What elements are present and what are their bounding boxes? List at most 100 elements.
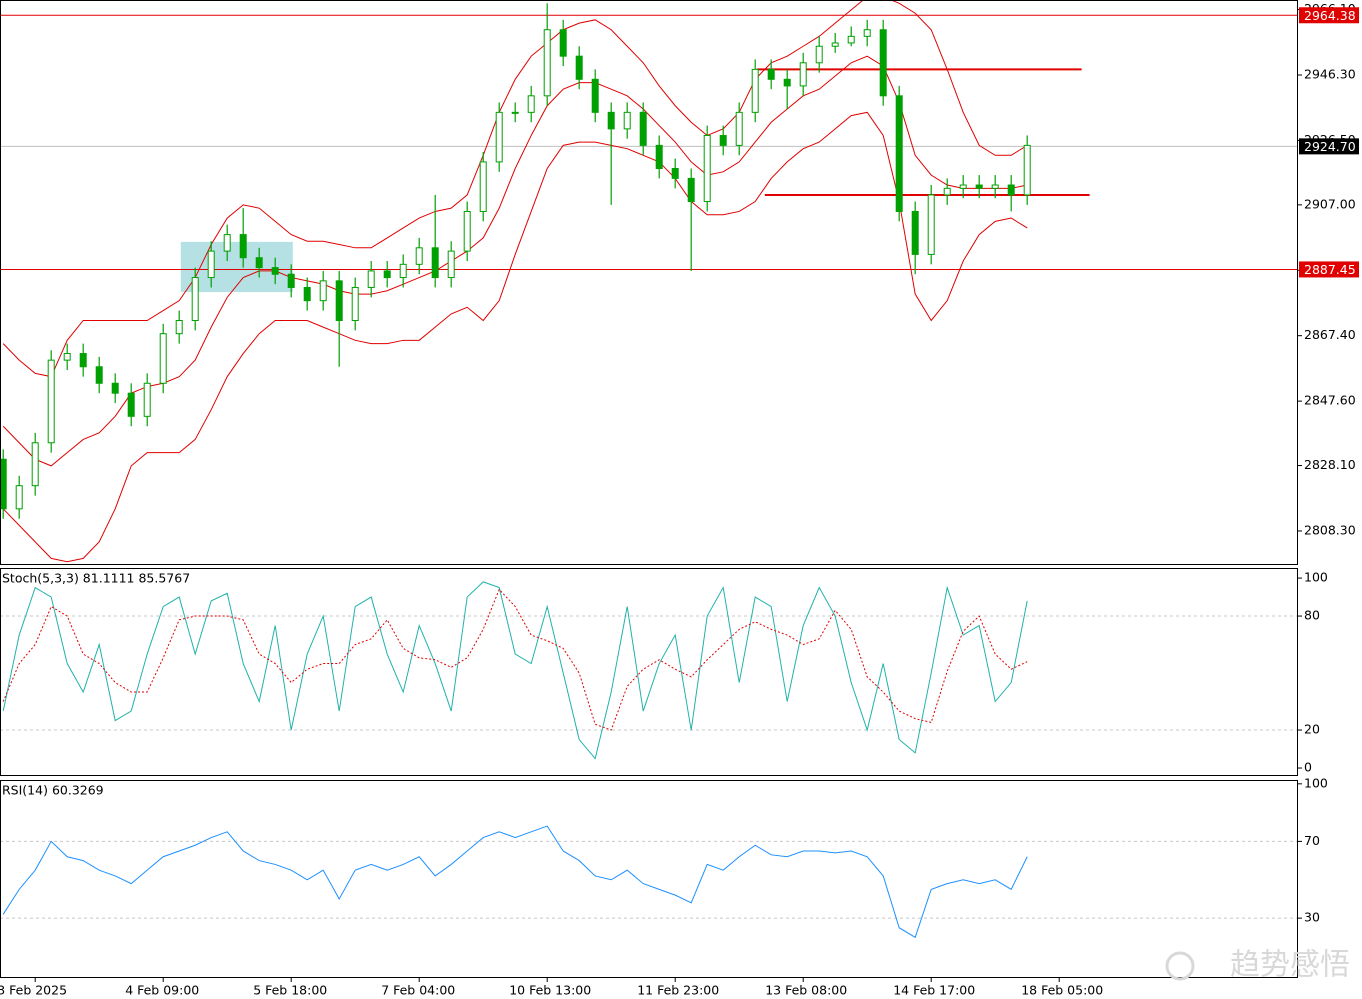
indicator-line xyxy=(2,581,1028,760)
candle-body xyxy=(559,29,567,57)
candle-body xyxy=(255,257,263,269)
y-tick-label: 100 xyxy=(1304,775,1328,790)
candle-body xyxy=(239,234,247,259)
candle-body xyxy=(767,68,775,80)
candle-body xyxy=(271,267,279,275)
x-tick-label: 18 Feb 05:00 xyxy=(1021,983,1103,998)
y-tick-label: 80 xyxy=(1304,608,1320,623)
candle-body xyxy=(335,280,343,321)
candle-body xyxy=(79,353,87,368)
candle-body xyxy=(511,111,519,114)
candle-body xyxy=(591,78,599,113)
candle-body xyxy=(1023,144,1031,196)
candle-body xyxy=(623,111,631,130)
candle-body xyxy=(831,42,839,47)
candle-body xyxy=(959,184,967,189)
panel xyxy=(0,825,1298,939)
candle-body xyxy=(895,95,903,212)
candle-body xyxy=(175,319,183,335)
candle-body xyxy=(15,485,23,510)
candle-body xyxy=(95,366,103,384)
price-tag-label: 2964.38 xyxy=(1304,8,1356,23)
candle-body xyxy=(607,111,615,130)
x-tick-label: 4 Feb 09:00 xyxy=(125,983,199,998)
candle-body xyxy=(639,111,647,146)
candle-body xyxy=(47,359,55,444)
candle-body xyxy=(975,184,983,189)
y-tick-label: 2808.30 xyxy=(1304,522,1356,537)
panel xyxy=(0,0,1298,563)
panel xyxy=(0,581,1298,760)
candle-body xyxy=(495,111,503,163)
candle-body xyxy=(847,35,855,44)
price-tag-label: 2887.45 xyxy=(1304,262,1356,277)
candle-body xyxy=(687,177,695,203)
candle-body xyxy=(943,187,951,196)
y-tick-label: 2828.10 xyxy=(1304,457,1356,472)
candle-body xyxy=(447,250,455,279)
y-tick-label: 100 xyxy=(1304,570,1328,585)
candle-body xyxy=(815,45,823,64)
price-tag-label: 2924.70 xyxy=(1304,139,1356,154)
candle-body xyxy=(863,29,871,37)
candle-body xyxy=(991,184,999,189)
candle-body xyxy=(287,273,295,288)
price-tag xyxy=(1299,7,1359,24)
candle-body xyxy=(735,111,743,146)
candle-body xyxy=(367,270,375,288)
candle-body xyxy=(751,68,759,113)
indicator-title: Stoch(5,3,3) 81.1111 85.5767 xyxy=(2,571,190,586)
indicator-line xyxy=(2,825,1028,939)
indicator-title: RSI(14) 60.3269 xyxy=(2,783,104,798)
candle-body xyxy=(527,95,535,113)
panel-frame xyxy=(0,780,1298,978)
y-tick-label: 2946.30 xyxy=(1304,67,1356,82)
highlight-zone xyxy=(180,241,293,293)
panel-frame xyxy=(0,568,1298,776)
indicator-line xyxy=(2,588,1028,731)
candle-body xyxy=(351,286,359,321)
candle-body xyxy=(879,29,887,97)
x-tick-label: 3 Feb 2025 xyxy=(0,983,67,998)
candle-body xyxy=(207,250,215,279)
candle-body xyxy=(479,161,487,212)
candle-body xyxy=(303,286,311,302)
candle-body xyxy=(63,353,71,361)
candle-body xyxy=(0,458,7,510)
price-tag xyxy=(1299,261,1359,278)
candle-body xyxy=(911,210,919,255)
candle-body xyxy=(415,247,423,265)
candle-body xyxy=(671,168,679,179)
watermark-logo xyxy=(1165,951,1195,981)
candle-body xyxy=(719,134,727,146)
y-tick-label: 2847.60 xyxy=(1304,393,1356,408)
panel-frame xyxy=(0,0,1298,565)
candle-body xyxy=(655,144,663,170)
candle-body xyxy=(223,234,231,252)
y-tick-label: 20 xyxy=(1304,722,1320,737)
candle-body xyxy=(31,442,39,487)
candle-body xyxy=(463,210,471,252)
candle-body xyxy=(575,55,583,80)
candle-body xyxy=(927,194,935,255)
x-tick-label: 7 Feb 04:00 xyxy=(381,983,455,998)
candle-body xyxy=(783,78,791,87)
candle-body xyxy=(319,280,327,302)
x-tick-label: 11 Feb 23:00 xyxy=(637,983,719,998)
candle-body xyxy=(543,29,551,97)
candle-body xyxy=(383,270,391,279)
candle-body xyxy=(399,263,407,279)
candle-body xyxy=(159,333,167,384)
y-tick-label: 0 xyxy=(1304,760,1312,775)
candle-body xyxy=(431,247,439,279)
watermark: 趋势感悟 xyxy=(1230,948,1350,983)
bollinger-lower xyxy=(2,111,1028,563)
candle-body xyxy=(191,277,199,321)
candle-body xyxy=(799,62,807,87)
bollinger-middle xyxy=(2,55,1028,467)
candle-body xyxy=(111,382,119,394)
bollinger-upper xyxy=(2,0,1028,378)
candle-body xyxy=(703,134,711,203)
